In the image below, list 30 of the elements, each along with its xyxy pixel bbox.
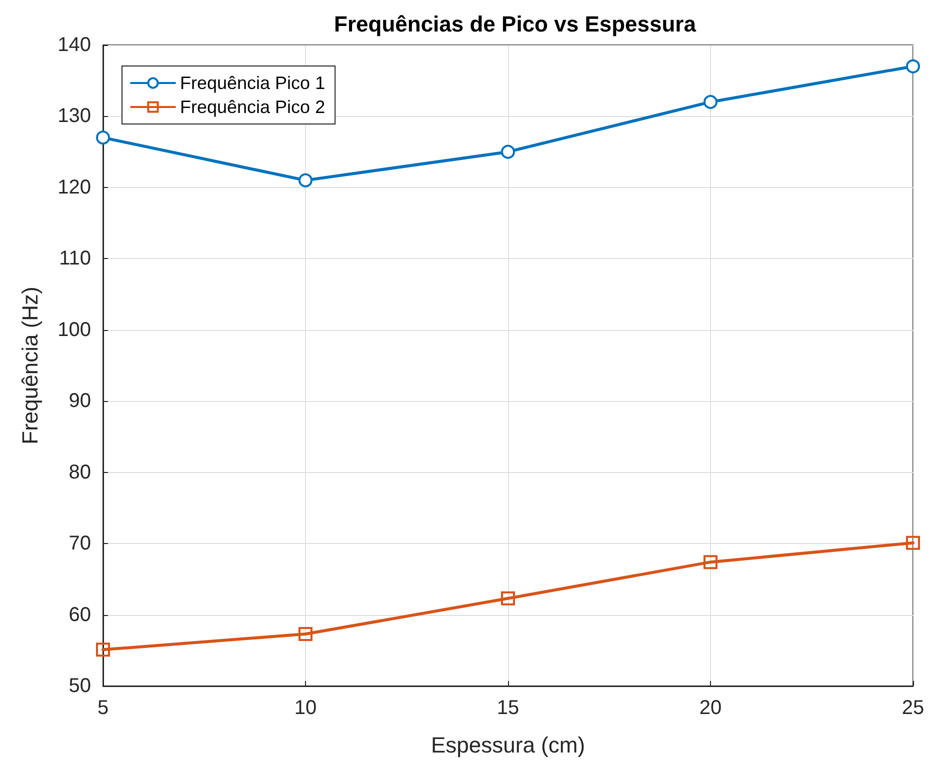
point: [906, 59, 920, 74]
point: [906, 536, 920, 550]
y-tick-label: 130: [58, 105, 91, 128]
chart-title: Frequências de Pico vs Espessura: [334, 12, 697, 36]
y-tick-label: 90: [68, 390, 91, 412]
y-tick-label: 120: [58, 176, 91, 198]
x-tick-label: 20: [699, 697, 722, 719]
x-tick-label: 15: [496, 697, 520, 719]
x-axis-title: Espessura (cm): [430, 732, 586, 758]
x-tick-label: 5: [97, 697, 109, 719]
point: [298, 173, 312, 188]
y-tick-label: 110: [59, 248, 91, 270]
y-tick-label: 100: [58, 318, 91, 341]
legend-label: Frequência Pico 1: [180, 73, 326, 93]
point: [298, 627, 312, 642]
point: [501, 591, 515, 606]
y-tick-label: 140: [58, 34, 91, 56]
x-tick-label: 25: [902, 697, 924, 719]
y-tick-label: 60: [68, 604, 91, 626]
y-tick-label: 70: [68, 532, 91, 555]
x-tick-label: 10: [294, 697, 317, 719]
point: [704, 94, 718, 109]
point: [704, 555, 718, 570]
y-tick-label: 50: [68, 675, 91, 697]
point: [96, 130, 110, 145]
legend-label: Frequência Pico 2: [180, 97, 326, 117]
y-axis-title: Frequência (Hz): [18, 286, 42, 444]
point: [501, 144, 515, 159]
point: [96, 642, 110, 657]
y-tick-label: 80: [68, 461, 91, 484]
